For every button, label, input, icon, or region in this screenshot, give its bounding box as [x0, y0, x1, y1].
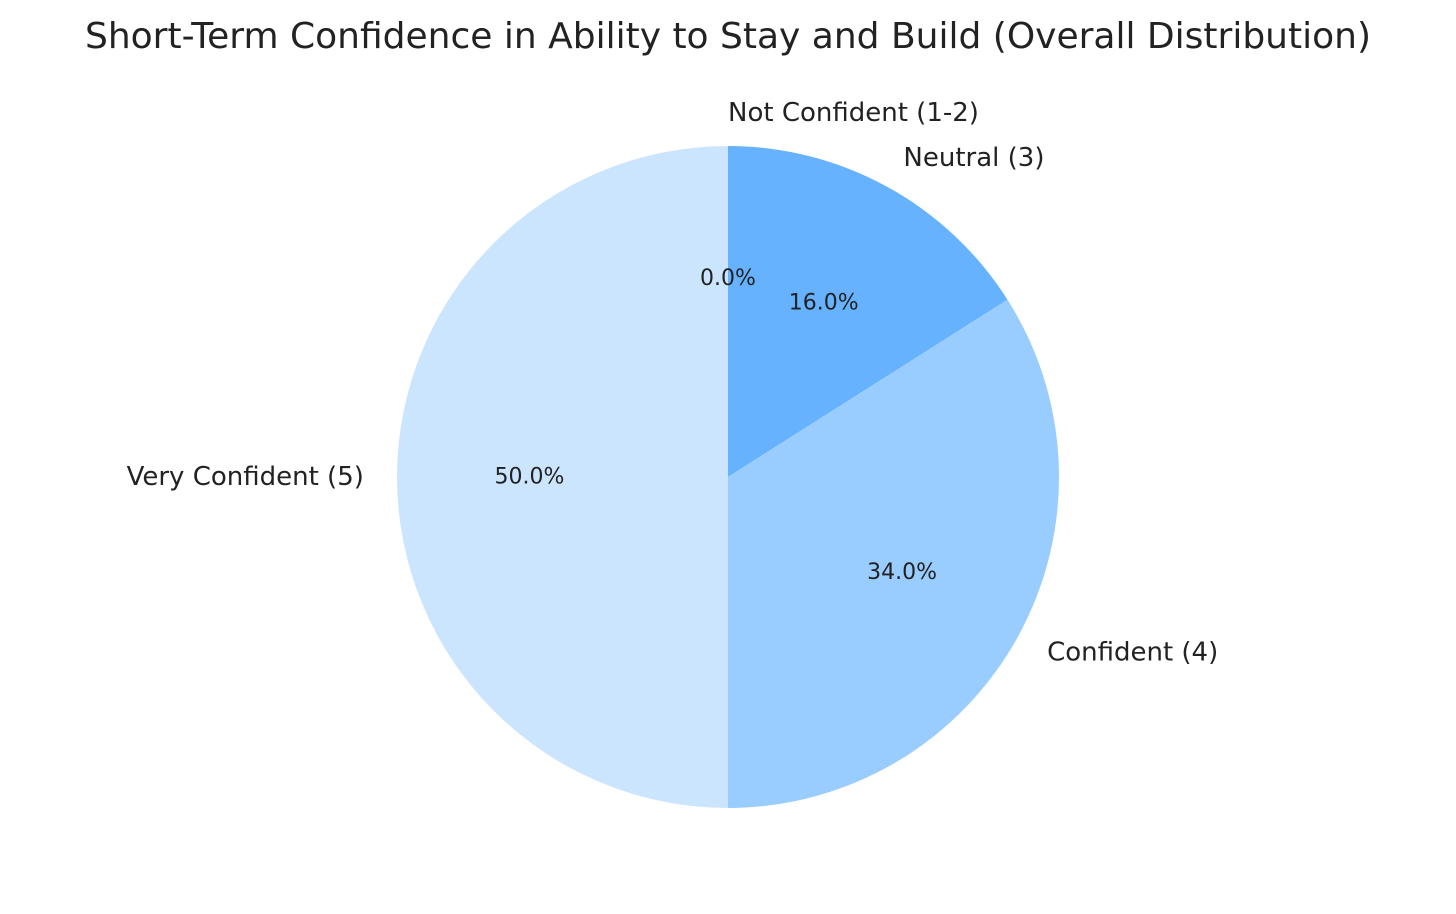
pie-slices [397, 146, 1059, 808]
slice-percent-neutral-3: 16.0% [789, 290, 859, 315]
slice-label-confident-4: Confident (4) [1047, 637, 1218, 667]
slice-label-neutral-3: Neutral (3) [903, 143, 1044, 173]
pie-slice-very-confident-5 [397, 146, 728, 808]
pie-slice-neutral-3 [728, 146, 1008, 477]
slice-percent-very-confident-5: 50.0% [494, 465, 564, 490]
slice-label-very-confident-5: Very Confident (5) [127, 462, 364, 492]
pie-labels: Not Confident (1-2) 0.0% Neutral (3) 16.0% C… [127, 98, 1219, 668]
slice-label-not-confident-1-2: Not Confident (1-2) [728, 98, 979, 128]
slice-percent-not-confident-1-2: 0.0% [700, 266, 756, 291]
chart-title: Short-Term Confidence in Ability to Stay… [85, 16, 1371, 57]
slice-percent-confident-4: 34.0% [867, 560, 937, 585]
pie-slice-confident-4 [728, 299, 1059, 808]
